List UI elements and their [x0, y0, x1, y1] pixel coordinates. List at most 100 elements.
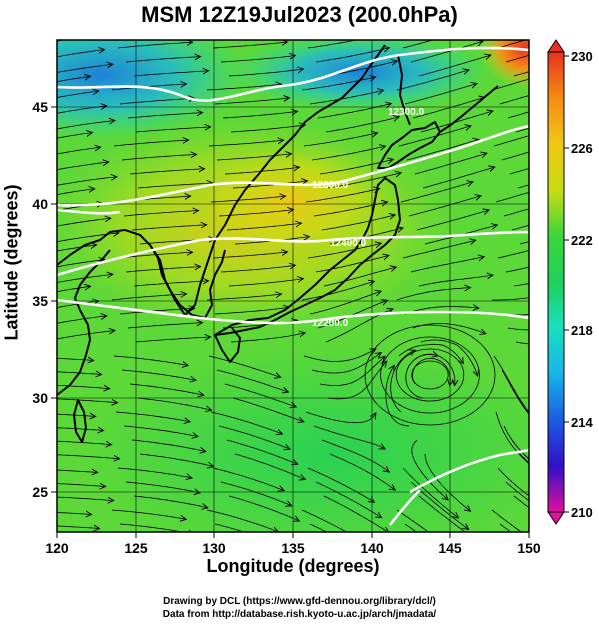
streamline — [416, 210, 489, 231]
eddy-streamline — [364, 324, 496, 426]
streamline — [315, 255, 389, 273]
x-tick-label: 130 — [202, 540, 226, 556]
contour-label: 12400.0 — [330, 238, 367, 249]
streamline — [418, 55, 491, 77]
streamline — [57, 370, 102, 375]
streamline — [57, 286, 91, 293]
colorbar-top-cap — [547, 39, 565, 53]
streamline — [117, 42, 193, 49]
streamline — [313, 425, 385, 449]
streamline — [113, 355, 188, 366]
streamline — [412, 357, 451, 385]
colorbar-tick-label: 210 — [571, 505, 593, 520]
coastline-japan-honshu — [214, 177, 401, 336]
contour-label: 12200.0 — [312, 318, 349, 329]
streamline — [208, 355, 281, 377]
streamline — [230, 333, 305, 343]
streamline — [220, 265, 296, 273]
y-tick-label: 25 — [32, 484, 48, 500]
streamline — [218, 210, 294, 217]
streamline — [224, 383, 296, 407]
streamline — [117, 467, 192, 478]
colorbar-bottom-cap — [547, 511, 565, 525]
contour-label: 12300.0 — [312, 180, 349, 191]
streamline — [57, 133, 93, 139]
streamline — [404, 84, 477, 105]
streamline — [412, 97, 485, 119]
streamline — [121, 154, 197, 161]
coastline-sakhalin — [397, 54, 411, 126]
streamline — [424, 453, 471, 511]
streamline — [305, 189, 380, 203]
streamline — [57, 106, 107, 114]
streamline — [57, 121, 115, 130]
streamline — [303, 133, 378, 147]
streamline — [57, 331, 115, 340]
streamline — [57, 177, 117, 186]
streamline — [210, 411, 282, 434]
colorbar: 230 226 222 218 214 210 — [547, 39, 593, 525]
streamline — [125, 267, 201, 273]
streamline — [127, 323, 203, 329]
streamline — [216, 154, 292, 161]
streamline — [497, 467, 529, 497]
streamline — [222, 111, 298, 119]
streamline — [406, 140, 479, 161]
streamline — [491, 509, 522, 532]
streamline — [323, 267, 396, 287]
streamline — [301, 281, 374, 301]
streamline — [115, 411, 190, 422]
height-contour-line — [388, 489, 421, 526]
chart-title: MSM 12Z19Jul2023 (200.0hPa) — [141, 2, 458, 27]
streamline — [119, 98, 195, 105]
streamline — [232, 181, 307, 189]
streamline — [57, 76, 91, 83]
height-contour-line — [57, 298, 529, 325]
streamline — [214, 307, 290, 315]
colorbar-tick-label: 214 — [571, 415, 593, 430]
streamline — [329, 453, 395, 490]
height-contour-line — [57, 46, 529, 102]
streamline — [313, 202, 387, 217]
streamline — [420, 339, 478, 376]
streamline — [410, 41, 483, 63]
streamline — [123, 425, 198, 437]
streamline — [396, 288, 471, 301]
eddy-streamline — [380, 336, 480, 414]
streamline — [307, 40, 358, 49]
streamline — [57, 64, 113, 73]
streamline — [491, 78, 529, 91]
streamline — [129, 169, 205, 175]
streamline — [492, 297, 529, 301]
streamline — [131, 225, 207, 231]
streamline — [133, 495, 208, 508]
streamline — [125, 57, 201, 63]
streamline — [127, 113, 203, 119]
streamline — [418, 275, 493, 287]
streamline — [323, 495, 389, 532]
coastline-korea — [149, 244, 226, 319]
streamline — [57, 468, 98, 472]
streamline — [57, 524, 100, 528]
streamline — [137, 397, 212, 410]
streamline — [131, 439, 206, 452]
x-tick-label: 145 — [438, 540, 462, 556]
streamline — [117, 252, 193, 259]
streamline — [129, 383, 204, 395]
streamline — [301, 77, 376, 91]
y-tick-labels: 25 30 35 40 45 — [32, 99, 48, 500]
streamline — [208, 140, 284, 147]
streamline — [511, 224, 529, 231]
streamline — [515, 127, 529, 133]
streamline — [495, 191, 529, 203]
streamline — [228, 69, 304, 77]
streamline — [321, 215, 395, 231]
streamline — [404, 307, 479, 315]
streamline — [220, 56, 296, 63]
x-tick-label: 150 — [517, 540, 541, 556]
streamline — [307, 467, 374, 502]
y-tick-label: 40 — [32, 196, 48, 212]
streamline — [493, 355, 529, 419]
height-contour-line — [57, 124, 529, 207]
